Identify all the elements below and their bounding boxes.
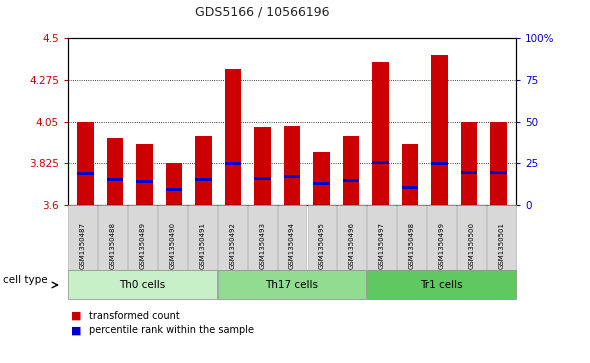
Text: GSM1350488: GSM1350488 — [110, 222, 116, 269]
Bar — [431, 55, 448, 205]
Text: GSM1350492: GSM1350492 — [230, 222, 235, 269]
Bar — [254, 177, 271, 180]
Bar — [195, 136, 212, 205]
Bar — [431, 162, 448, 165]
Text: GSM1350497: GSM1350497 — [379, 222, 385, 269]
Text: GSM1350493: GSM1350493 — [259, 222, 265, 269]
Text: GSM1350489: GSM1350489 — [140, 222, 146, 269]
Bar — [490, 171, 507, 174]
Text: GSM1350487: GSM1350487 — [80, 222, 86, 269]
Bar — [77, 172, 94, 175]
Bar — [313, 152, 330, 205]
Bar — [225, 162, 241, 165]
Text: Th17 cells: Th17 cells — [266, 280, 319, 290]
Bar — [225, 69, 241, 205]
Text: ■: ■ — [71, 311, 81, 321]
Bar — [313, 182, 330, 185]
Text: GSM1350495: GSM1350495 — [319, 222, 325, 269]
Bar — [372, 161, 389, 164]
Bar — [402, 144, 418, 205]
Bar — [77, 122, 94, 205]
Bar — [372, 62, 389, 205]
Text: transformed count: transformed count — [88, 311, 179, 321]
Text: percentile rank within the sample: percentile rank within the sample — [88, 325, 254, 335]
Bar — [402, 186, 418, 189]
Bar — [107, 178, 123, 181]
Text: GSM1350498: GSM1350498 — [409, 222, 415, 269]
Bar — [166, 163, 182, 205]
Text: GSM1350500: GSM1350500 — [468, 222, 474, 269]
Bar — [284, 126, 300, 205]
Bar — [195, 178, 212, 181]
Bar — [461, 122, 477, 205]
Text: Th0 cells: Th0 cells — [119, 280, 166, 290]
Bar — [166, 188, 182, 191]
Bar — [136, 180, 153, 183]
Bar — [461, 171, 477, 174]
Text: GDS5166 / 10566196: GDS5166 / 10566196 — [195, 5, 330, 18]
Bar — [254, 127, 271, 205]
Bar — [107, 138, 123, 205]
Bar — [490, 122, 507, 205]
Text: GSM1350499: GSM1350499 — [438, 222, 444, 269]
Text: ■: ■ — [71, 325, 81, 335]
Bar — [343, 179, 359, 182]
Text: GSM1350494: GSM1350494 — [289, 222, 295, 269]
Text: GSM1350501: GSM1350501 — [499, 222, 504, 269]
Bar — [284, 175, 300, 178]
Text: GSM1350490: GSM1350490 — [169, 222, 175, 269]
Bar — [136, 144, 153, 205]
Text: cell type: cell type — [3, 274, 48, 285]
Text: Tr1 cells: Tr1 cells — [420, 280, 463, 290]
Bar — [343, 136, 359, 205]
Text: GSM1350496: GSM1350496 — [349, 222, 355, 269]
Text: GSM1350491: GSM1350491 — [199, 222, 205, 269]
